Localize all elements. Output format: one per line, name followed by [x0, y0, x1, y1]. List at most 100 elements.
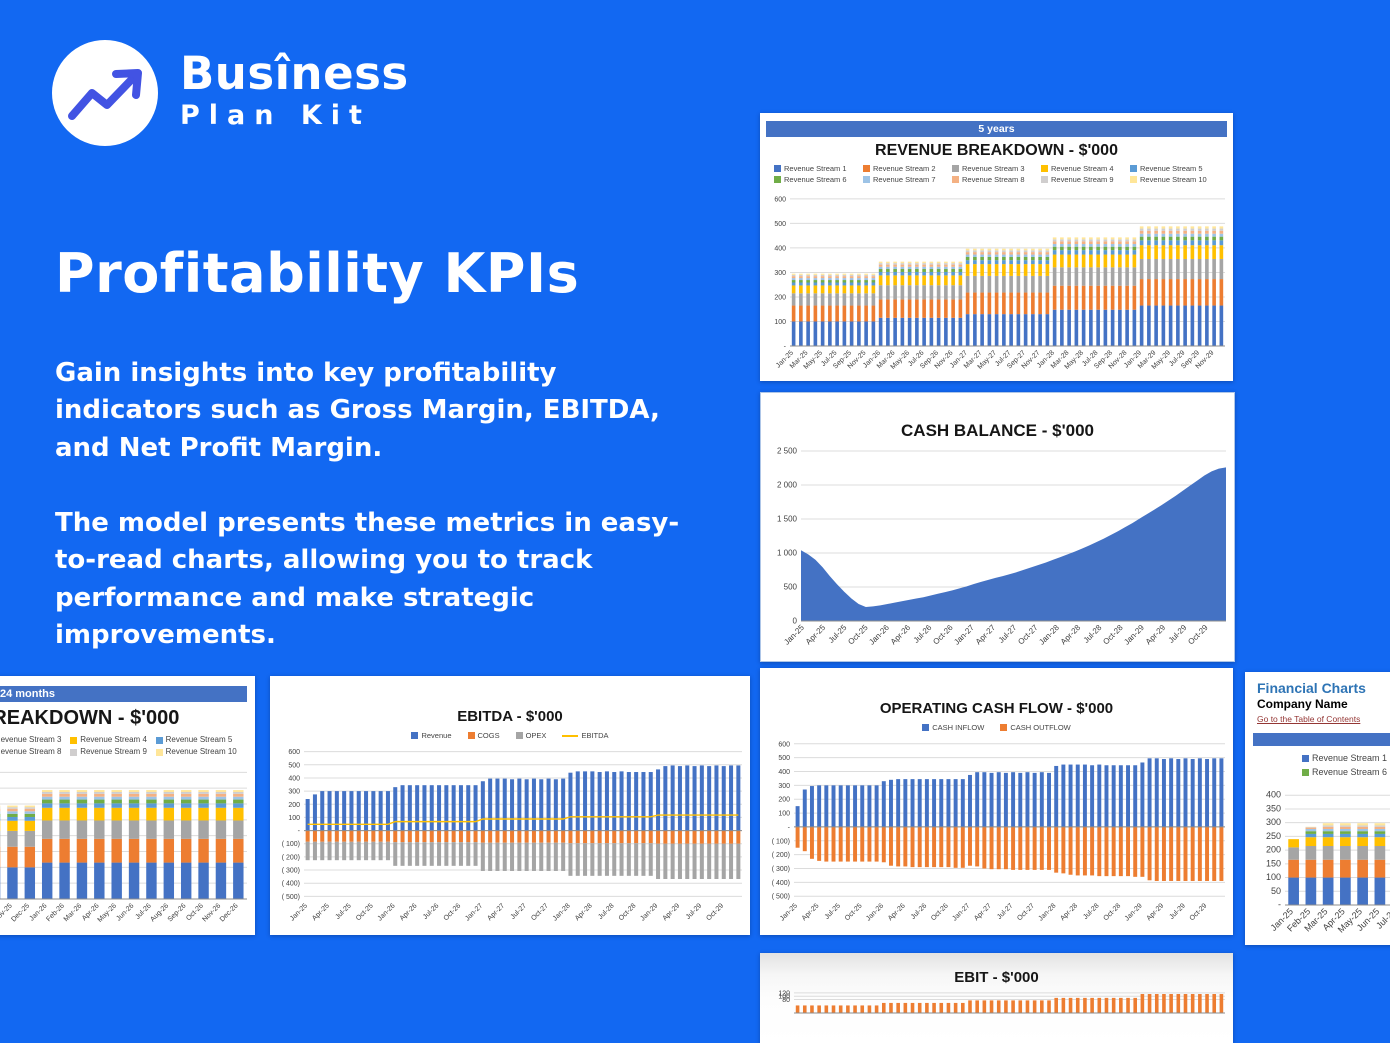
- svg-text:Apr-27: Apr-27: [973, 903, 993, 923]
- svg-text:250: 250: [1266, 831, 1281, 841]
- svg-text:Oct-26: Oct-26: [443, 903, 463, 923]
- hero-paragraph-1: Gain insights into key profitability ind…: [55, 358, 660, 463]
- svg-text:Jul-28: Jul-28: [597, 903, 616, 922]
- svg-text:Oct-28: Oct-28: [618, 903, 638, 923]
- svg-text:Oct-25: Oct-25: [844, 903, 864, 923]
- svg-text:Oct-26: Oct-26: [930, 903, 950, 923]
- svg-text:350: 350: [1266, 803, 1281, 813]
- svg-text:Oct-25: Oct-25: [846, 623, 870, 647]
- svg-text:500: 500: [778, 755, 790, 762]
- svg-text:Jul-25: Jul-25: [827, 623, 849, 645]
- svg-text:Jun-26: Jun-26: [115, 902, 135, 922]
- svg-text:( 100): ( 100): [282, 841, 300, 848]
- svg-text:300: 300: [288, 789, 300, 796]
- table-of-contents-link[interactable]: Go to the Table of Contents: [1257, 714, 1361, 724]
- svg-text:Sep-26: Sep-26: [167, 902, 188, 923]
- svg-text:Jan-27: Jan-27: [952, 623, 976, 647]
- svg-text:400: 400: [1266, 790, 1281, 800]
- chart-title: REVENUE BREAKDOWN - $'000: [0, 707, 180, 729]
- svg-text:Apr-25: Apr-25: [311, 903, 331, 923]
- svg-text:Dec-26: Dec-26: [219, 902, 240, 923]
- svg-text:Apr-25: Apr-25: [801, 903, 821, 923]
- svg-text:2 500: 2 500: [777, 447, 798, 456]
- svg-text:Jul-26: Jul-26: [910, 903, 929, 922]
- cash-balance-plot: 2 500 2 000 1 500 1 000 500 0 Jan-25 Apr-25 Jul-…: [761, 445, 1234, 661]
- chart-title: CASH BALANCE - $'000: [901, 421, 1094, 440]
- svg-text:( 300): ( 300): [772, 866, 790, 873]
- revenue-breakdown-5y-card: 5 years REVENUE BREAKDOWN - $'000 Revenu…: [760, 113, 1233, 381]
- svg-text:( 100): ( 100): [772, 839, 790, 846]
- svg-text:Feb-26: Feb-26: [45, 902, 66, 923]
- svg-text:( 300): ( 300): [282, 868, 300, 875]
- svg-text:Jan-25: Jan-25: [779, 903, 799, 923]
- revenue-breakdown-5y-plot: 600 500 400 300 200 100- Jan-25 Mar-25 May-25 Jul…: [760, 188, 1233, 382]
- svg-text:Apr-26: Apr-26: [887, 903, 907, 923]
- svg-text:80: 80: [782, 997, 790, 1004]
- svg-text:Jan-26: Jan-26: [867, 623, 891, 647]
- svg-text:Apr-25: Apr-25: [804, 623, 828, 647]
- svg-text:Jul-27: Jul-27: [996, 903, 1015, 922]
- svg-text:Oct-27: Oct-27: [1016, 623, 1040, 647]
- svg-text:-: -: [784, 343, 787, 350]
- svg-text:Oct-29: Oct-29: [705, 903, 725, 923]
- svg-text:Jan-26: Jan-26: [377, 903, 397, 923]
- svg-text:( 500): ( 500): [772, 894, 790, 901]
- sheet-heading: Financial Charts: [1257, 680, 1366, 696]
- svg-text:Apr-26: Apr-26: [889, 623, 913, 647]
- svg-text:600: 600: [778, 742, 790, 749]
- brand-wordmark: Busîness Plan Kit: [180, 47, 409, 132]
- svg-text:-: -: [1278, 900, 1281, 910]
- svg-text:100: 100: [288, 815, 300, 822]
- ebitda-card: EBITDA - $'000 Revenue COGS OPEX EBITDA 600…: [270, 676, 750, 935]
- svg-text:Apr-29: Apr-29: [1146, 903, 1166, 923]
- svg-text:-: -: [298, 828, 301, 835]
- svg-text:Jul-28: Jul-28: [1082, 903, 1101, 922]
- svg-text:Oct-28: Oct-28: [1102, 903, 1122, 923]
- ebit-card-inner: EBIT - $'000 120 100 80: [760, 953, 1233, 1043]
- svg-text:1 500: 1 500: [777, 515, 798, 524]
- svg-text:( 400): ( 400): [772, 880, 790, 887]
- svg-text:200: 200: [288, 802, 300, 809]
- svg-text:Jul-28: Jul-28: [1082, 623, 1104, 645]
- svg-text:Jan-29: Jan-29: [1122, 623, 1146, 647]
- svg-text:Jan-29: Jan-29: [1124, 903, 1144, 923]
- svg-text:Jan-25: Jan-25: [782, 623, 806, 647]
- svg-text:Jul-25: Jul-25: [334, 903, 353, 922]
- chart-legend: CASH INFLOW CASH OUTFLOW: [760, 720, 1233, 735]
- svg-text:Apr-28: Apr-28: [1059, 903, 1079, 923]
- svg-text:Oct-27: Oct-27: [1016, 903, 1036, 923]
- chart-title: EBITDA - $'000: [457, 708, 563, 725]
- svg-text:300: 300: [778, 783, 790, 790]
- company-name: Company Name: [1257, 697, 1348, 711]
- svg-text:Apr-28: Apr-28: [1059, 623, 1083, 647]
- svg-text:Jan-28: Jan-28: [552, 903, 572, 923]
- brand-logo: [52, 40, 158, 146]
- svg-text:Apr-29: Apr-29: [1144, 623, 1168, 647]
- svg-text:100: 100: [778, 811, 790, 818]
- chart-legend: Revenue COGS OPEX EBITDA: [270, 728, 750, 743]
- svg-text:600: 600: [288, 749, 300, 756]
- svg-text:500: 500: [774, 220, 786, 227]
- svg-text:( 400): ( 400): [282, 881, 300, 888]
- svg-text:500: 500: [784, 583, 798, 592]
- svg-text:300: 300: [1266, 817, 1281, 827]
- svg-text:Apr-28: Apr-28: [574, 903, 594, 923]
- financial-charts-sheet-card: Financial Charts Company Name Go to the …: [1245, 672, 1390, 945]
- svg-text:Jan-28: Jan-28: [1038, 903, 1058, 923]
- hero-paragraph-2: The model presents these metrics in easy…: [55, 508, 680, 651]
- svg-text:2 000: 2 000: [777, 481, 798, 490]
- svg-text:Jul-26: Jul-26: [422, 903, 441, 922]
- svg-text:Oct-29: Oct-29: [1189, 903, 1209, 923]
- svg-text:Jul-29: Jul-29: [1168, 903, 1187, 922]
- svg-text:150: 150: [1266, 858, 1281, 868]
- svg-text:400: 400: [778, 769, 790, 776]
- svg-text:Jan-28: Jan-28: [1037, 623, 1061, 647]
- svg-text:Mar-26: Mar-26: [63, 902, 84, 923]
- brand-name: Busîness: [180, 47, 409, 100]
- svg-text:Apr-27: Apr-27: [486, 903, 506, 923]
- svg-text:Oct-25: Oct-25: [355, 903, 375, 923]
- svg-text:Jul-27: Jul-27: [997, 623, 1019, 645]
